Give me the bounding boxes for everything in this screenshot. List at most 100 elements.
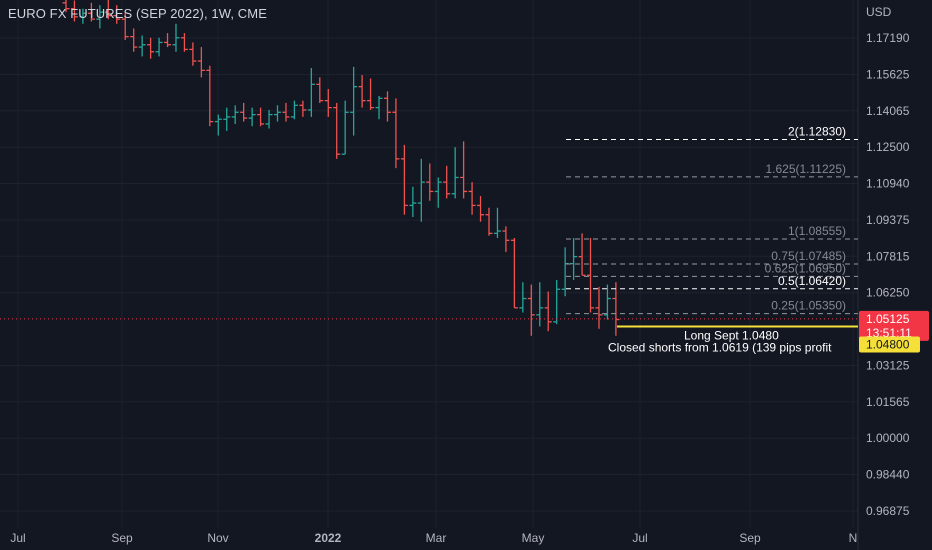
ohlc-bar	[197, 47, 205, 78]
x-axis[interactable]: Jul Sep Nov 2022 Mar May Jul Sep N	[10, 531, 857, 545]
fib-level-label: 1(1.08555)	[788, 224, 846, 238]
y-tick-label: 1.12500	[866, 140, 910, 154]
ohlc-bar	[527, 284, 535, 336]
ohlc-bar	[214, 114, 222, 136]
ohlc-bar	[578, 233, 586, 276]
fib-extension[interactable]: 2(1.12830) 1.625(1.11225) 1(1.08555) 0.75(1…	[566, 125, 858, 315]
ohlc-bar	[400, 144, 408, 215]
y-tick-label: 1.10940	[866, 177, 910, 191]
ohlc-bar	[460, 141, 468, 199]
entry-price-tag[interactable]	[859, 336, 920, 353]
countdown-label: 13:51:11	[866, 326, 912, 340]
y-tick-label: 1.09375	[866, 213, 910, 227]
ohlc-bar	[375, 95, 383, 120]
ohlc-bar	[426, 163, 434, 201]
ohlc-bar	[392, 98, 400, 169]
ohlc-bar	[502, 226, 510, 252]
ohlc-bar	[409, 186, 417, 218]
ohlc-bar	[79, 8, 87, 24]
ohlc-bar	[290, 100, 298, 120]
ohlc-bar	[240, 102, 248, 122]
ohlc-bar	[180, 33, 188, 52]
chart-title: EURO FX FUTURES (SEP 2022), 1W, CME	[8, 6, 267, 21]
ohlc-bar	[231, 105, 239, 124]
ohlc-bar	[121, 12, 129, 41]
y-tick-label: 1.15625	[866, 67, 910, 81]
y-axis[interactable]: 1.17190 1.15625 1.14065 1.12500 1.10940 1.093…	[859, 5, 929, 518]
x-tick-label: Sep	[111, 531, 133, 545]
ohlc-bar	[468, 182, 476, 215]
ohlc-bar	[223, 107, 231, 131]
y-tick-label: 1.06250	[866, 286, 910, 300]
ohlc-bar	[147, 37, 155, 59]
ohlc-bar	[443, 165, 451, 199]
x-tick-label: Jul	[632, 531, 647, 545]
ohlc-bar	[477, 196, 485, 222]
ohlc-bar	[358, 75, 366, 108]
ohlc-bar	[570, 238, 578, 280]
ohlc-bar	[96, 5, 104, 29]
ohlc-bar	[367, 78, 375, 110]
fib-level-label: 0.75(1.07485)	[771, 249, 846, 263]
ohlc-bar	[350, 66, 358, 136]
last-price-tag[interactable]	[859, 310, 929, 341]
axis-mask	[858, 340, 859, 357]
ohlc-bar	[324, 88, 332, 117]
ohlc-bar	[333, 102, 341, 159]
ohlc-bar	[519, 282, 527, 313]
ohlc-bar	[595, 286, 603, 329]
ohlc-bar	[307, 68, 315, 117]
ohlc-bar	[603, 284, 611, 320]
ohlc-bar	[206, 65, 214, 127]
ohlc-bar	[383, 91, 391, 122]
fib-level-label: 0.25(1.05350)	[771, 299, 846, 313]
fib-level-label: 0.625(1.06950)	[765, 261, 846, 275]
ohlc-bar	[434, 177, 442, 208]
ohlc-bar	[130, 28, 138, 52]
x-tick-label: Nov	[207, 531, 228, 545]
y-tick-label: 1.01565	[866, 395, 910, 409]
ohlc-bar	[265, 109, 273, 129]
ohlc-bar	[274, 105, 281, 122]
ohlc-bar	[417, 158, 425, 222]
ohlc-bar	[257, 107, 265, 127]
ohlc-bar	[536, 282, 544, 327]
ohlc-bar	[341, 100, 349, 155]
ohlc-bar	[282, 102, 290, 122]
fib-level-label: 1.625(1.11225)	[765, 162, 846, 176]
grid	[0, 0, 859, 550]
ohlc-bar	[62, 0, 70, 13]
x-tick-label: N	[849, 531, 858, 545]
ohlc-bar	[164, 33, 172, 48]
price-bars	[62, 0, 620, 336]
x-tick-label: May	[522, 531, 545, 545]
x-tick-label: 2022	[315, 531, 342, 545]
annotation-text: Closed shorts from 1.0619 (139 pips prof…	[608, 340, 832, 354]
y-axis-unit: USD	[866, 5, 892, 19]
ohlc-bar	[485, 207, 493, 236]
y-tick-label: 1.03125	[866, 358, 910, 372]
ohlc-bar	[70, 0, 78, 22]
y-tick-label: 0.96875	[866, 504, 910, 518]
y-tick-label: 1.17190	[866, 31, 910, 45]
fib-level-label: 0.5(1.06420)	[778, 274, 846, 288]
ohlc-bar	[299, 100, 307, 117]
ohlc-bar	[113, 5, 121, 24]
ohlc-bar	[510, 238, 518, 309]
ohlc-bar	[138, 35, 146, 57]
ohlc-bar	[587, 238, 595, 313]
ohlc-bar	[172, 23, 180, 52]
ohlc-bar	[87, 2, 95, 22]
ohlc-bar	[493, 207, 501, 239]
last-price-label: 1.05125	[866, 312, 910, 326]
ohlc-bar	[612, 282, 620, 336]
ohlc-bar	[316, 77, 324, 103]
y-tick-label: 1.07815	[866, 249, 910, 263]
ohlc-bar	[544, 291, 552, 332]
ohlc-bar	[104, 0, 112, 20]
y-tick-label: 1.14065	[866, 104, 910, 118]
entry-price-label: 1.04800	[866, 337, 910, 351]
